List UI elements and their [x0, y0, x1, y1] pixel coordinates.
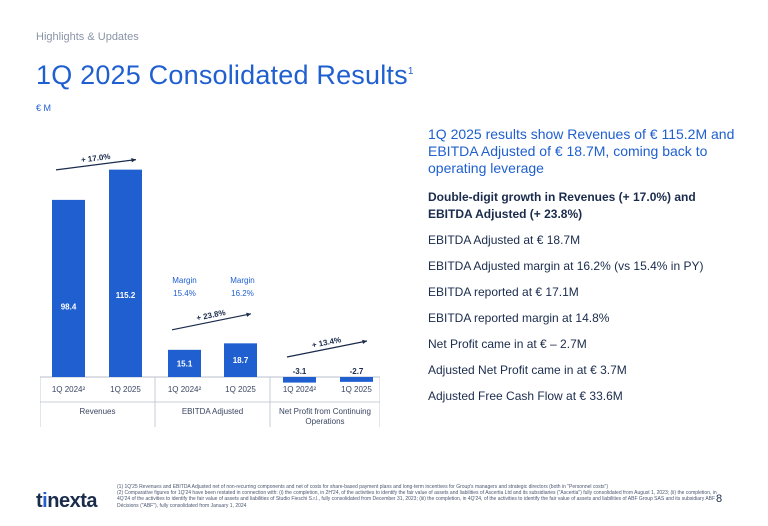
- unit-label: € M: [36, 103, 52, 113]
- category-label: 1Q 2025: [341, 385, 372, 394]
- footnotes: (1) 1Q'25 Revenues and EBITDA Adjusted n…: [117, 484, 717, 509]
- title-footnote-ref: 1: [407, 66, 414, 77]
- data-label: 15.1: [177, 359, 193, 368]
- data-label: 18.7: [233, 356, 249, 365]
- footnote: (1) 1Q'25 Revenues and EBITDA Adjusted n…: [117, 484, 608, 490]
- growth-arrow: [286, 340, 368, 358]
- key-point: EBITDA Adjusted at € 18.7M: [428, 233, 581, 247]
- bar: [283, 377, 316, 383]
- category-label: 1Q 2024²: [168, 385, 202, 394]
- group-label: Revenues: [79, 407, 115, 416]
- key-point: EBITDA Adjusted margin at 16.2% (vs 15.4…: [428, 259, 704, 273]
- headline-text: 1Q 2025 results show Revenues of € 115.2…: [428, 126, 735, 176]
- footnote: (2) Comparative figures for 1Q'24 have b…: [117, 490, 717, 509]
- growth-arrow-head: [362, 339, 367, 345]
- bar: [109, 169, 142, 377]
- bar: [168, 349, 201, 377]
- growth-arrow-head: [246, 312, 251, 317]
- bar: [224, 343, 257, 377]
- data-label: -2.7: [350, 367, 364, 376]
- company-logo: tinexta: [36, 490, 97, 513]
- growth-arrow: [55, 159, 137, 171]
- bar: [52, 199, 85, 377]
- key-point: Net Profit came in at € – 2.7M: [428, 337, 587, 351]
- growth-label: + 23.8%: [196, 308, 227, 323]
- logo-letter: i: [42, 490, 48, 512]
- results-bar-chart: 98.4 1Q 2024² 115.2 1Q 2025 Revenues + 17.0% 1…: [40, 152, 380, 427]
- group-label: Net Profit from Continuing: [279, 407, 371, 416]
- group-label: EBITDA Adjusted: [182, 407, 243, 416]
- growth-label: + 17.0%: [80, 152, 110, 165]
- logo-letter: t: [36, 490, 43, 512]
- key-point: Adjusted Net Profit came in at € 3.7M: [428, 363, 627, 377]
- logo-letter: e: [58, 490, 70, 512]
- page-number: 8: [716, 493, 723, 505]
- margin-title: Margin: [172, 276, 196, 285]
- margin-value: 16.2%: [231, 289, 254, 298]
- category-label: 1Q 2024²: [52, 385, 86, 394]
- category-label: 1Q 2025: [225, 385, 256, 394]
- page-title: 1Q 2025 Consolidated Results1: [36, 60, 414, 91]
- title-text: 1Q 2025 Consolidated Results: [36, 60, 408, 90]
- group-label: Operations: [305, 417, 344, 426]
- growth-label: + 13.4%: [311, 335, 342, 350]
- margin-title: Margin: [230, 276, 254, 285]
- section-label: Highlights & Updates: [36, 31, 139, 43]
- logo-letter: n: [47, 490, 59, 512]
- margin-value: 15.4%: [173, 289, 196, 298]
- data-label: -3.1: [293, 367, 307, 376]
- logo-letter: a: [86, 490, 97, 512]
- growth-arrow: [171, 313, 252, 331]
- logo-letter: t: [80, 490, 87, 512]
- data-label: 98.4: [61, 303, 77, 312]
- category-label: 1Q 2025: [110, 385, 141, 394]
- category-label: 1Q 2024²: [283, 385, 317, 394]
- logo-letter: x: [69, 490, 81, 512]
- key-point: EBITDA reported margin at 14.8%: [428, 311, 610, 325]
- key-point: EBITDA reported at € 17.1M: [428, 285, 579, 299]
- key-point-growth: Double-digit growth in Revenues (+ 17.0%…: [428, 190, 696, 221]
- key-point: Adjusted Free Cash Flow at € 33.6M: [428, 389, 623, 403]
- data-label: 115.2: [116, 291, 136, 300]
- bar: [340, 377, 373, 382]
- growth-arrow-head: [131, 158, 136, 163]
